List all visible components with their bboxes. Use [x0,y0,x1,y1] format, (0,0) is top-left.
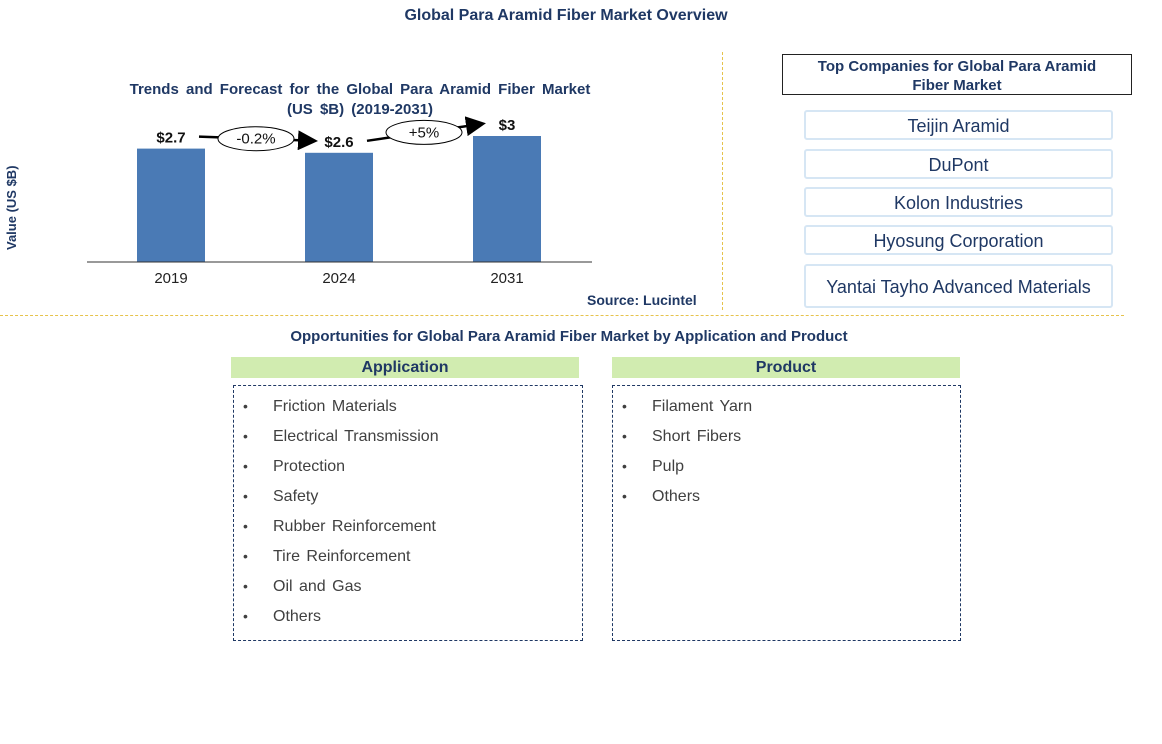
companies-title: Top Companies for Global Para Aramid Fib… [782,54,1132,95]
product-item-label: Pulp [652,458,685,475]
bar-2019 [137,148,205,262]
data-label: $2.7 [156,130,185,147]
data-label: $3 [499,117,516,134]
bullet-icon: • [622,488,627,504]
product-heading: Product [612,357,960,378]
bullet-icon: • [243,458,248,474]
opportunities-title: Opportunities for Global Para Aramid Fib… [290,328,848,345]
vertical-divider [722,52,723,310]
product-item-label: Short Fibers [652,428,742,445]
product-item-label: Others [652,488,701,505]
page-title: Global Para Aramid Fiber Market Overview [404,7,728,24]
bullet-icon: • [243,428,248,444]
bullet-icon: • [243,518,248,534]
application-item-label: Electrical Transmission [273,428,439,445]
application-item-label: Tire Reinforcement [273,548,411,565]
bar-2024 [305,152,373,262]
bullet-icon: • [243,548,248,564]
bullet-icon: • [243,398,248,414]
application-heading: Application [231,357,579,378]
application-item-label: Protection [273,458,346,475]
company-dupont: DuPont [804,149,1113,179]
application-item-label: Others [273,608,322,625]
application-list-box: • Friction Materials • Electrical Transmiss… [233,385,583,641]
growth-label: -0.2% [236,131,275,148]
companies-title-line1: Top Companies for Global Para Aramid [817,58,1097,75]
bar-chart: $2.7 2019 $2.6 2024 $3 2031 -0.2% +5% [87,116,592,287]
product-list-box: • Filament Yarn • Short Fibers • Pulp • Others [612,385,961,641]
growth-oval [217,126,295,152]
bullet-icon: • [622,458,627,474]
application-item-label: Safety [273,488,319,505]
x-tick-label: 2024 [322,270,355,287]
data-label: $2.6 [324,134,353,151]
bar-2031 [473,136,541,262]
x-tick-label: 2031 [490,270,523,287]
x-tick-label: 2019 [154,270,187,287]
source-note: Source: Lucintel [587,292,697,308]
chart-title-line1: Trends and Forecast for the Global Para … [129,81,591,98]
application-item-label: Rubber Reinforcement [273,518,436,535]
chart-title: Trends and Forecast for the Global Para … [100,80,620,120]
growth-oval [385,119,463,145]
application-item-label: Friction Materials [273,398,397,415]
product-item-label: Filament Yarn [652,398,753,415]
bullet-icon: • [243,488,248,504]
growth-label: +5% [409,124,439,141]
chart-title-line2: (US $B) (2019-2031) [286,101,434,118]
company-yantai-tayho: Yantai Tayho Advanced Materials [804,264,1113,308]
company-kolon-industries: Kolon Industries [804,187,1113,217]
company-hyosung-corporation: Hyosung Corporation [804,225,1113,255]
bullet-icon: • [243,608,248,624]
horizontal-divider [0,315,1124,316]
bullet-icon: • [243,578,248,594]
companies-title-line2: Fiber Market [912,77,1002,94]
company-teijin-aramid: Teijin Aramid [804,110,1113,140]
application-item-label: Oil and Gas [273,578,362,595]
bullet-icon: • [622,428,627,444]
bullet-icon: • [622,398,627,414]
